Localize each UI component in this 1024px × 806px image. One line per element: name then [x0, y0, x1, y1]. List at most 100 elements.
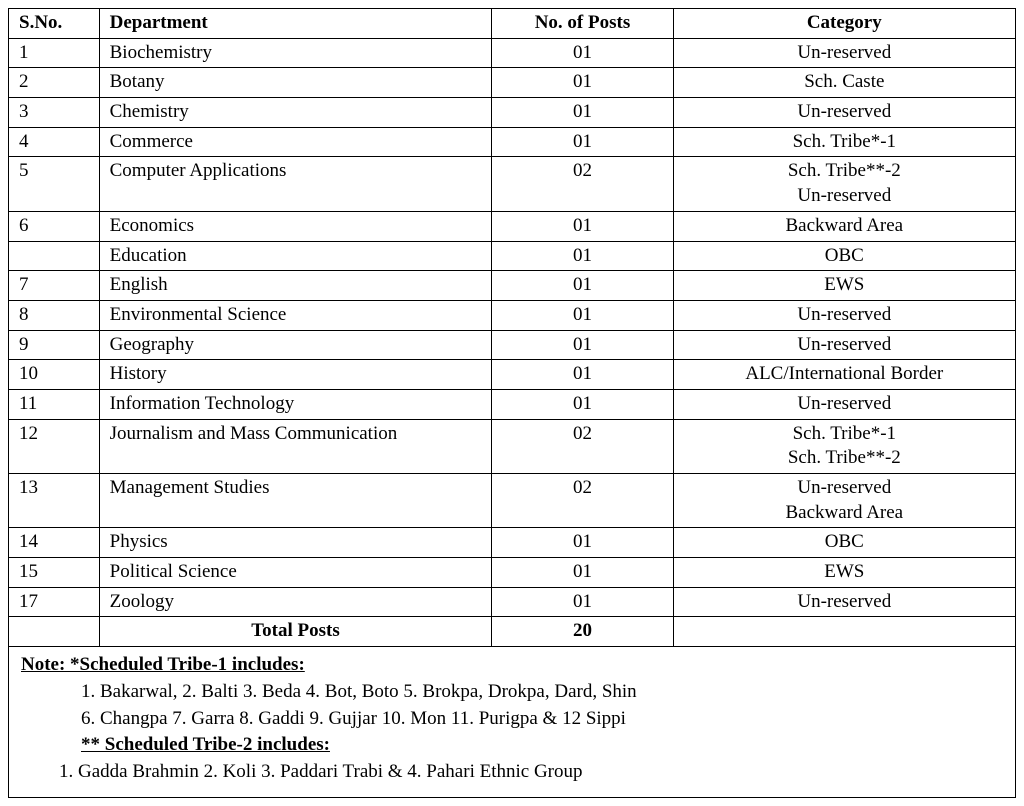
cell-category: Un-reserved [673, 38, 1015, 68]
cell-category: OBC [673, 528, 1015, 558]
cell-sno: 6 [9, 211, 100, 241]
col-header-dept: Department [99, 9, 492, 39]
cell-department: Chemistry [99, 98, 492, 128]
tribe1-list-line2: 6. Changpa 7. Garra 8. Gaddi 9. Gujjar 1… [21, 707, 1003, 732]
cell-sno: 7 [9, 271, 100, 301]
total-empty-cat [673, 617, 1015, 647]
cell-category: OBC [673, 241, 1015, 271]
category-value: EWS [684, 560, 1005, 585]
cell-department: Political Science [99, 558, 492, 588]
cell-posts: 02 [492, 474, 673, 528]
cell-department: Computer Applications [99, 157, 492, 211]
cell-category: Sch. Caste [673, 68, 1015, 98]
cell-department: Economics [99, 211, 492, 241]
category-value: OBC [684, 530, 1005, 555]
table-row: 2Botany01Sch. Caste [9, 68, 1016, 98]
table-row: 12Journalism and Mass Communication02Sch… [9, 419, 1016, 473]
cell-sno: 11 [9, 389, 100, 419]
col-header-category: Category [673, 9, 1015, 39]
cell-category: Sch. Tribe*-1Sch. Tribe**-2 [673, 419, 1015, 473]
cell-posts: 01 [492, 389, 673, 419]
cell-posts: 01 [492, 127, 673, 157]
cell-posts: 01 [492, 68, 673, 98]
cell-sno: 3 [9, 98, 100, 128]
cell-category: Un-reserved [673, 300, 1015, 330]
cell-sno: 9 [9, 330, 100, 360]
table-row: 8Environmental Science01 Un-reserved [9, 300, 1016, 330]
cell-posts: 02 [492, 157, 673, 211]
table-row: 17Zoology01Un-reserved [9, 587, 1016, 617]
cell-category: ALC/International Border [673, 360, 1015, 390]
cell-posts: 01 [492, 300, 673, 330]
cell-posts: 01 [492, 330, 673, 360]
cell-sno: 10 [9, 360, 100, 390]
tribe1-list-line1: 1. Bakarwal, 2. Balti 3. Beda 4. Bot, Bo… [21, 680, 1003, 705]
cell-department: Physics [99, 528, 492, 558]
cell-category: EWS [673, 558, 1015, 588]
cell-posts: 02 [492, 419, 673, 473]
category-value: Un-reserved [684, 392, 1005, 417]
table-row: 13Management Studies02Un-reservedBackwar… [9, 474, 1016, 528]
cell-posts: 01 [492, 360, 673, 390]
category-value: Un-reserved [684, 100, 1005, 125]
col-header-sno: S.No. [9, 9, 100, 39]
category-value: Sch. Caste [684, 70, 1005, 95]
table-row: 5Computer Applications02Sch. Tribe**-2Un… [9, 157, 1016, 211]
cell-sno: 1 [9, 38, 100, 68]
category-value: ALC/International Border [684, 362, 1005, 387]
cell-department: Zoology [99, 587, 492, 617]
cell-department: Education [99, 241, 492, 271]
category-value: Un-reserved [684, 184, 1005, 209]
cell-sno: 8 [9, 300, 100, 330]
cell-sno [9, 241, 100, 271]
total-value: 20 [492, 617, 673, 647]
cell-posts: 01 [492, 558, 673, 588]
category-value: OBC [684, 244, 1005, 269]
posts-table-container: S.No. Department No. of Posts Category 1… [8, 8, 1016, 798]
cell-category: Un-reservedBackward Area [673, 474, 1015, 528]
cell-category: Un-reserved [673, 389, 1015, 419]
note-heading-2: ** Scheduled Tribe-2 includes: [21, 733, 1003, 758]
table-row: 7English01EWS [9, 271, 1016, 301]
category-value: Backward Area [684, 214, 1005, 239]
cell-category: Sch. Tribe*-1 [673, 127, 1015, 157]
total-empty-sno [9, 617, 100, 647]
cell-department: History [99, 360, 492, 390]
table-row: 9Geography01Un-reserved [9, 330, 1016, 360]
cell-category: Sch. Tribe**-2Un-reserved [673, 157, 1015, 211]
cell-department: Management Studies [99, 474, 492, 528]
category-value: Backward Area [684, 501, 1005, 526]
table-header-row: S.No. Department No. of Posts Category [9, 9, 1016, 39]
cell-sno: 13 [9, 474, 100, 528]
cell-category: Un-reserved [673, 330, 1015, 360]
cell-category: EWS [673, 271, 1015, 301]
posts-table: S.No. Department No. of Posts Category 1… [8, 8, 1016, 798]
cell-department: Botany [99, 68, 492, 98]
cell-department: Journalism and Mass Communication [99, 419, 492, 473]
cell-department: English [99, 271, 492, 301]
tribe2-list-line1: 1. Gadda Brahmin 2. Koli 3. Paddari Trab… [21, 760, 1003, 785]
col-header-posts: No. of Posts [492, 9, 673, 39]
table-row: Education01 OBC [9, 241, 1016, 271]
table-row: 4Commerce01Sch. Tribe*-1 [9, 127, 1016, 157]
total-label: Total Posts [99, 617, 492, 647]
category-value: Sch. Tribe**-2 [684, 446, 1005, 471]
cell-department: Information Technology [99, 389, 492, 419]
cell-posts: 01 [492, 98, 673, 128]
category-value: EWS [684, 273, 1005, 298]
category-value: Un-reserved [684, 303, 1005, 328]
cell-department: Commerce [99, 127, 492, 157]
cell-posts: 01 [492, 38, 673, 68]
cell-posts: 01 [492, 528, 673, 558]
table-row: 3Chemistry01 Un-reserved [9, 98, 1016, 128]
cell-category: Un-reserved [673, 587, 1015, 617]
cell-sno: 5 [9, 157, 100, 211]
cell-category: Backward Area [673, 211, 1015, 241]
cell-posts: 01 [492, 241, 673, 271]
table-row: 1Biochemistry01Un-reserved [9, 38, 1016, 68]
cell-sno: 14 [9, 528, 100, 558]
table-row: 10History01 ALC/International Border [9, 360, 1016, 390]
category-value: Un-reserved [684, 41, 1005, 66]
table-row: 6Economics01Backward Area [9, 211, 1016, 241]
cell-department: Environmental Science [99, 300, 492, 330]
